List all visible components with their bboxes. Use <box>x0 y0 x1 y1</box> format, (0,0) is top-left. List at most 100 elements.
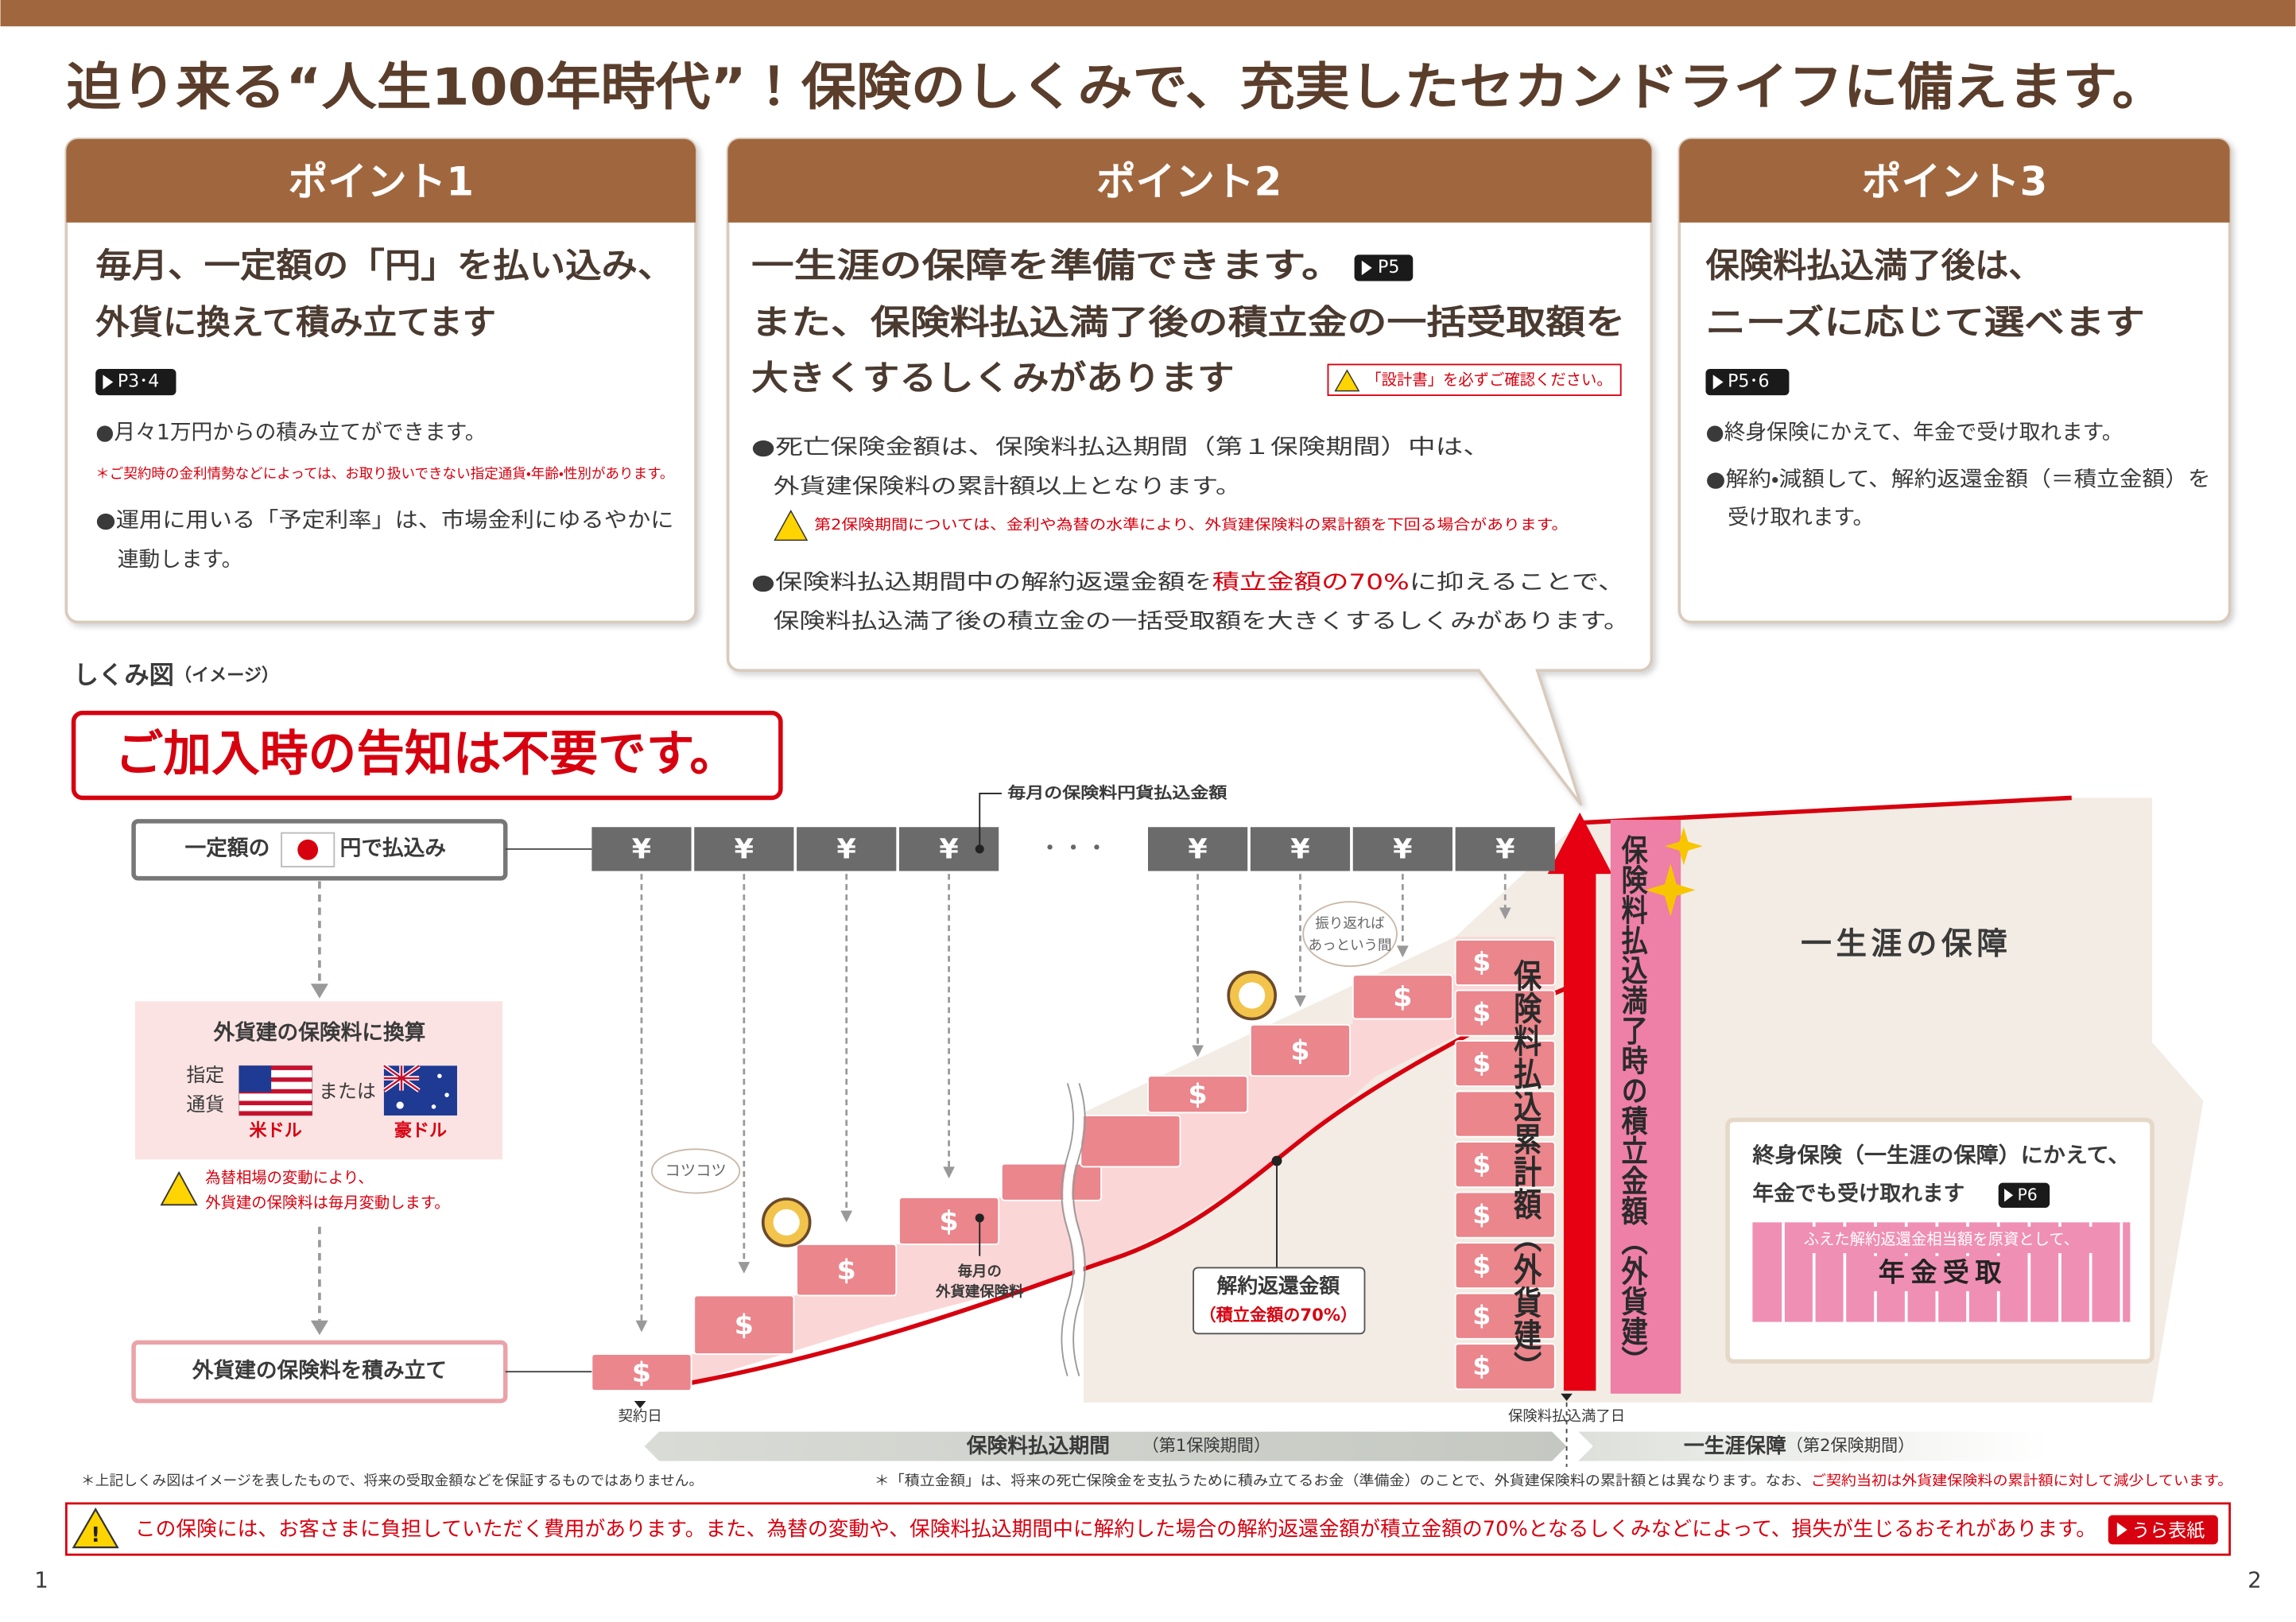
shape <box>437 1073 442 1079</box>
dollar-symbol: $ <box>1188 1079 1207 1111</box>
surrender-note: （積立金額の70%） <box>1199 1305 1357 1325</box>
convert-title: 外貨建の保険料に換算 <box>212 1020 425 1045</box>
dollar-block <box>796 1244 898 1297</box>
period2-note: （第2保険期間） <box>1786 1435 1915 1455</box>
point-heading: ニーズに応じて選べます <box>1705 303 2144 342</box>
footnote-part: ＊「積立金額」は、将来の死亡保険金を支払うために積み立てるお金（準備金）のことで… <box>875 1473 1811 1489</box>
dollar-block <box>1080 1115 1181 1168</box>
period1-note: （第1保険期間） <box>1142 1435 1271 1455</box>
dollar-symbol: $ <box>1290 1035 1309 1067</box>
shape <box>1327 363 1622 397</box>
shape <box>1862 1255 2024 1291</box>
page-number: 2 <box>2248 1566 2262 1593</box>
arrow-head <box>1294 995 1306 1007</box>
warning-text: この保険には、お客さまに負担していただく費用があります。また、為替の変動や、保険… <box>135 1518 2096 1542</box>
decoration <box>310 984 328 999</box>
shape <box>297 839 319 860</box>
dollar-symbol: $ <box>735 1310 754 1341</box>
shape <box>396 1101 404 1109</box>
point-heading: 毎月、一定額の「円」を払い込み、 <box>95 246 673 285</box>
dollar-symbol: $ <box>1472 1350 1491 1381</box>
dollar-block <box>1454 1191 1556 1239</box>
dollar-block <box>1454 1040 1556 1088</box>
dollar-symbol: $ <box>1472 1249 1491 1280</box>
note: ＊ご契約時の金利情勢などによっては、お取り扱いできない指定通貨・年齢・性別があり… <box>95 467 673 483</box>
bullet: 保険料払込満了後の積立金の一括受取額を大きくするしくみがあります。 <box>774 609 1630 634</box>
decoration <box>1645 827 1703 917</box>
bullet: 受け取れます。 <box>1728 505 1874 530</box>
surrender-box <box>1193 1267 1366 1335</box>
dollar-symbol: $ <box>1472 1047 1491 1078</box>
decoration <box>1061 1083 1075 1376</box>
annuity-band-note: ふえた解約返還金相当額を原資として、 <box>1804 1230 2079 1248</box>
dollar-symbol: $ <box>1472 946 1491 977</box>
dollar-block <box>1249 1023 1351 1077</box>
point-heading: また、保険料払込満了後の積立金の一括受取額を <box>751 303 1625 342</box>
dollar-block <box>693 1294 795 1355</box>
bullet-highlight: 積立金額の70% <box>1212 569 1410 594</box>
annuity-line: 年金でも受け取れます <box>1752 1182 1964 1206</box>
decoration <box>1712 374 1724 390</box>
decoration <box>1361 260 1372 276</box>
currency-label: 指定 <box>186 1064 224 1086</box>
pay-box-right: 円で払込み <box>340 836 446 860</box>
dollar-block <box>1147 1075 1249 1114</box>
dollar-block <box>1454 939 1556 987</box>
maturity-line <box>1580 795 2072 825</box>
aud: 豪ドル <box>394 1120 447 1141</box>
yen-symbol: ¥ <box>939 834 958 866</box>
arrow-head <box>840 1210 853 1223</box>
shape <box>444 1092 449 1097</box>
diagram-title: しくみ図（イメージ） <box>74 662 279 690</box>
pay-box-left: 一定額の <box>185 836 270 860</box>
bubble: 振り返れば <box>1315 916 1384 932</box>
footnote-red: ご契約当初は外貨建保険料の累計額に対して減少しています。 <box>1811 1473 2232 1489</box>
shape <box>239 1111 312 1116</box>
caution: 「設計書」を必ずご確認ください。 <box>1366 371 1611 389</box>
warning-link-bg[interactable] <box>2108 1515 2218 1545</box>
point-heading: 外貨に換えて積み立てます <box>95 303 496 342</box>
surrender-curve <box>688 986 1568 1386</box>
yen-symbol: ¥ <box>735 834 754 866</box>
bullet-part: に抑えることで、 <box>1410 569 1625 594</box>
decoration <box>979 792 1002 849</box>
maturity-arrow-head <box>1547 812 1612 875</box>
yen-row: ¥ ¥ ¥ ¥ ¥ ¥ ¥ ¥ <box>591 827 1555 1333</box>
bubble: あっという間 <box>1309 937 1392 953</box>
shape <box>1998 1182 2050 1208</box>
timeline-end: 保険料払込満了日 <box>1508 1408 1625 1425</box>
period2-label: 一生涯保障 <box>1684 1434 1786 1458</box>
shape <box>1302 901 1398 968</box>
arrow-head <box>1192 1045 1204 1057</box>
yen-symbol: ¥ <box>1290 834 1309 866</box>
bullet: 外貨建保険料の累計額以上となります。 <box>774 475 1242 499</box>
footnote: ＊上記しくみ図はイメージを表したもので、将来の受取金額などを保証するものではあり… <box>81 1473 703 1489</box>
warning-mark: ! <box>91 1523 100 1547</box>
annuity-band-title: 年金受取 <box>1879 1256 2007 1287</box>
warning-box <box>65 1502 2231 1556</box>
dollar-block <box>1352 974 1453 1020</box>
shape <box>1786 1226 2097 1254</box>
point-heading: 一生涯の保障を準備できます。 <box>751 246 1344 285</box>
timeline-start: 契約日 <box>619 1408 662 1425</box>
dollar-symbol: $ <box>1472 1199 1491 1230</box>
bubble: コツコツ <box>665 1161 726 1179</box>
yen-block <box>1148 827 1248 871</box>
decoration <box>1679 138 2230 223</box>
point-label: ポイント1 <box>289 158 474 204</box>
period1: 保険料払込期間 （第1保険期間） <box>966 1434 1270 1458</box>
dollar-block <box>1454 989 1556 1037</box>
dollar-block <box>1454 1242 1556 1290</box>
shape <box>1354 254 1414 281</box>
fx-note: 為替相場の変動により、 <box>205 1169 373 1187</box>
page-ref: P3･4 <box>118 371 159 392</box>
page-ref: P5･6 <box>1728 371 1769 392</box>
period2-band <box>1578 1431 2050 1461</box>
dollar-symbol: $ <box>837 1255 856 1286</box>
yen-symbol: ¥ <box>837 834 856 866</box>
top-bar <box>0 0 2296 27</box>
warning-link[interactable]: うら表紙 <box>2131 1520 2205 1541</box>
dollar-symbol: $ <box>1393 982 1412 1014</box>
bullet: 連動します。 <box>118 548 242 572</box>
